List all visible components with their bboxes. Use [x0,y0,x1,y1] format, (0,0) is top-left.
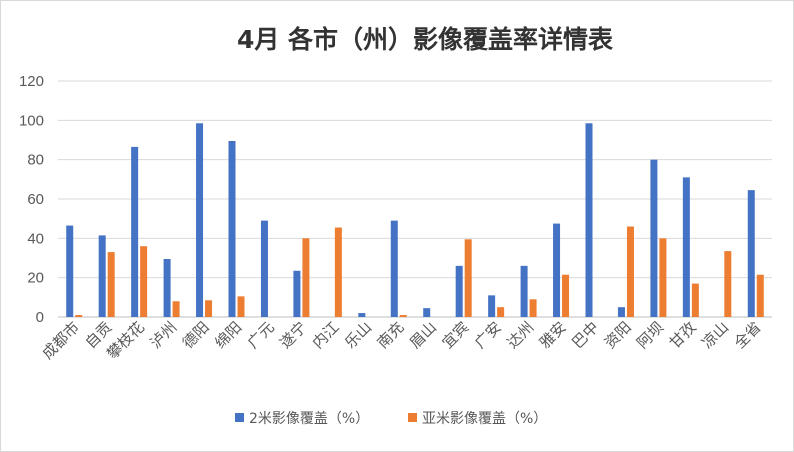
x-category-label: 达州 [503,318,537,352]
x-category-label: 南充 [374,318,408,352]
x-category-label: 内江 [309,318,343,352]
bar-2m-18 [650,159,658,317]
chart-title: 4月 各市（州）影像覆盖率详情表 [237,25,614,54]
x-category-label: 遂宁 [276,318,310,352]
x-category-label: 德阳 [179,318,213,352]
y-tick-label: 0 [36,309,44,326]
x-category-label: 广元 [244,318,278,352]
bar-2m-19 [682,177,690,317]
x-category-label: 泸州 [146,318,180,352]
bar-submeter-2 [140,246,148,317]
bar-submeter-17 [626,226,634,317]
x-category-label: 绵阳 [211,318,245,352]
bar-2m-12 [455,265,463,317]
x-category-label: 巴中 [568,318,602,352]
legend-label-2m: 2米影像覆盖（%） [249,411,369,427]
y-tick-label: 120 [19,73,44,90]
bar-2m-21 [747,190,755,317]
y-tick-label: 40 [27,230,44,247]
bar-submeter-21 [756,274,764,317]
bar-2m-17 [617,307,625,317]
bars [66,123,764,318]
x-category-label: 资阳 [601,318,635,352]
bar-submeter-8 [334,227,342,317]
bar-2m-2 [131,146,139,317]
x-category-label: 雅安 [536,318,570,352]
legend: 2米影像覆盖（%） 亚米影像覆盖（%） [235,411,547,427]
y-tick-label: 20 [27,270,44,287]
bar-2m-1 [98,235,106,317]
bar-submeter-3 [172,301,180,317]
y-tick-label: 100 [19,112,44,129]
bar-submeter-0 [75,315,83,317]
bar-submeter-10 [399,315,407,317]
x-category-label: 眉山 [406,318,440,352]
bar-2m-7 [293,270,301,317]
bar-2m-0 [66,225,74,317]
x-category-label: 甘孜 [666,318,700,352]
bar-2m-5 [228,140,236,317]
bar-2m-13 [488,295,496,317]
y-axis-ticks: 0 20 40 60 80 100 120 [19,73,44,326]
bar-2m-3 [163,258,171,317]
x-category-label: 阿坝 [633,318,667,352]
bar-2m-4 [196,123,204,318]
bar-submeter-14 [529,299,537,317]
legend-label-submeter: 亚米影像覆盖（%） [422,411,547,427]
bar-2m-11 [423,308,431,317]
bar-submeter-19 [691,283,699,317]
bar-2m-6 [260,220,268,317]
bar-submeter-20 [724,251,732,317]
x-category-label: 宜宾 [439,318,473,352]
bar-submeter-4 [205,300,213,317]
legend-swatch-2m [235,413,244,422]
bar-submeter-18 [659,238,667,317]
y-tick-label: 60 [27,191,44,208]
bar-submeter-13 [497,307,505,317]
bar-submeter-7 [302,238,310,317]
bar-submeter-12 [464,239,472,317]
bar-submeter-5 [237,296,245,317]
x-category-label: 广安 [471,318,505,352]
x-category-label: 攀枝花 [103,318,148,363]
bar-2m-16 [585,123,593,318]
legend-swatch-submeter [408,413,417,422]
bar-submeter-1 [107,252,115,317]
x-axis-labels: 成都市自贡攀枝花泸州德阳绵阳广元遂宁内江乐山南充眉山宜宾广安达州雅安巴中资阳阿坝… [38,318,764,363]
y-tick-label: 80 [27,152,44,169]
bar-submeter-15 [562,274,570,317]
x-category-label: 凉山 [698,318,732,352]
bar-2m-10 [390,220,398,317]
bar-2m-14 [520,265,528,317]
bar-2m-15 [553,223,561,317]
x-category-label: 成都市 [38,318,83,363]
x-category-label: 全省 [731,318,765,352]
x-category-label: 乐山 [341,318,375,352]
bar-2m-9 [358,313,366,317]
